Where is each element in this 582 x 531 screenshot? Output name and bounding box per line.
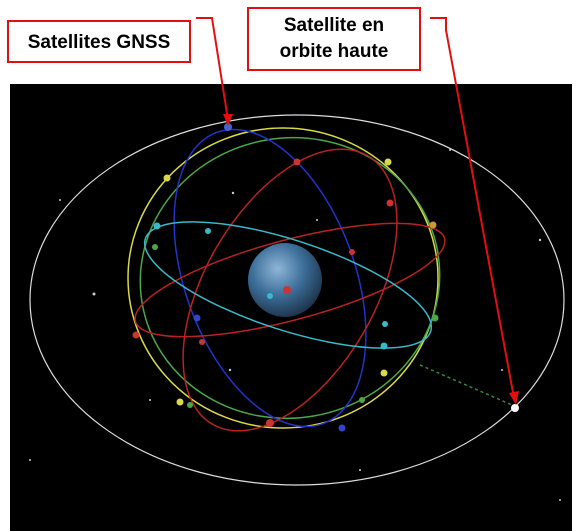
earth bbox=[248, 243, 322, 317]
page: Satellites GNSS Satellite en orbite haut… bbox=[0, 0, 582, 531]
label-text: Satellite en bbox=[284, 15, 384, 36]
label-text: orbite haute bbox=[280, 41, 389, 62]
scene: Satellites GNSS Satellite en orbite haut… bbox=[0, 0, 582, 531]
label-text: Satellites GNSS bbox=[28, 32, 171, 53]
